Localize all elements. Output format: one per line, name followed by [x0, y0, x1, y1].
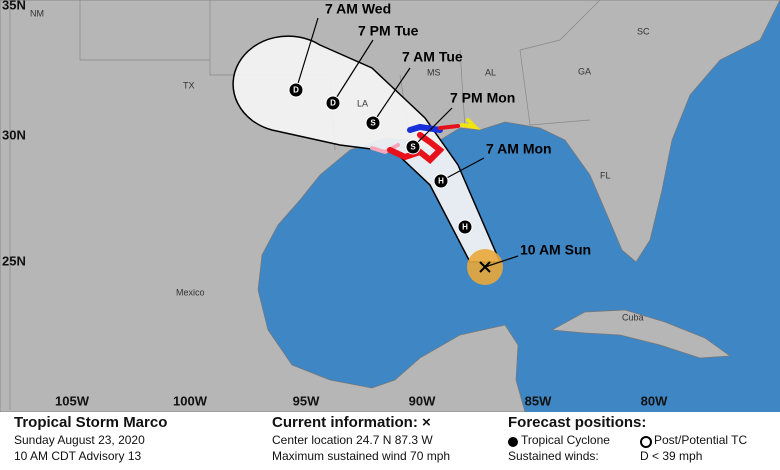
forecast-label: 7 PM Mon [450, 90, 515, 106]
lon-label: 85W [525, 393, 552, 408]
forecast-label: 7 PM Tue [358, 23, 419, 39]
current-position [479, 261, 491, 273]
leader-lines [295, 17, 519, 268]
forecast-point [325, 95, 341, 111]
current-title: Current information: × [272, 414, 431, 431]
forecast-label: 7 AM Wed [325, 1, 391, 17]
region-label: TX [183, 80, 195, 90]
ptc-symbol [640, 436, 652, 448]
winds-label: Sustained winds: [508, 449, 599, 463]
storm-date: Sunday August 23, 2020 [14, 433, 145, 447]
point-symbol: D [293, 86, 299, 95]
region-label: SC [637, 26, 650, 36]
lon-label: 80W [641, 393, 668, 408]
region-label: AL [485, 67, 496, 77]
region-label: Cuba [622, 312, 644, 322]
lat-label: 25N [2, 253, 26, 268]
point-symbol: S [410, 143, 416, 152]
region-label: NM [30, 8, 44, 18]
lat-label: 30N [2, 127, 26, 142]
point-symbol: H [462, 223, 468, 232]
lat-label: 35N [2, 0, 26, 12]
forecast-point [365, 115, 381, 131]
forecast-point [433, 173, 449, 189]
forecast-point [288, 82, 304, 98]
cuba [550, 309, 731, 359]
forecast-label: 7 AM Tue [402, 49, 463, 65]
region-label: GA [578, 66, 591, 76]
lon-label: 95W [293, 393, 320, 408]
forecast-label: 10 AM Sun [520, 242, 591, 258]
region-label: FL [600, 170, 611, 180]
lon-label: 105W [55, 393, 90, 408]
forecast-title: Forecast positions: [508, 414, 647, 431]
info-panel: Tropical Storm Marco Sunday August 23, 2… [0, 412, 780, 470]
map: 35N 30N 25N 105W 100W 95W 90W 85W 80W NM TX LA MS AL G… [0, 0, 780, 412]
tc-symbol [508, 437, 518, 447]
center-location: Center location 24.7 N 87.3 W [272, 433, 433, 447]
forecast-point [405, 139, 421, 155]
ptc-label: Post/Potential TC [654, 433, 748, 447]
max-wind: Maximum sustained wind 70 mph [272, 449, 451, 463]
region-label: LA [357, 98, 368, 108]
region-label: Mexico [176, 287, 205, 297]
point-symbol: S [370, 119, 376, 128]
forecast-label: 7 AM Mon [486, 141, 552, 157]
point-symbol: H [438, 177, 444, 186]
advisory: 10 AM CDT Advisory 13 [14, 449, 142, 463]
point-symbol: D [330, 99, 336, 108]
warnings [370, 118, 481, 165]
storm-title: Tropical Storm Marco [14, 414, 168, 431]
winds-d: D < 39 mph [640, 449, 703, 463]
tc-label: Tropical Cyclone [521, 433, 610, 447]
lon-label: 90W [409, 393, 436, 408]
region-label: MS [427, 67, 441, 77]
lon-label: 100W [173, 393, 208, 408]
forecast-point [457, 219, 473, 235]
